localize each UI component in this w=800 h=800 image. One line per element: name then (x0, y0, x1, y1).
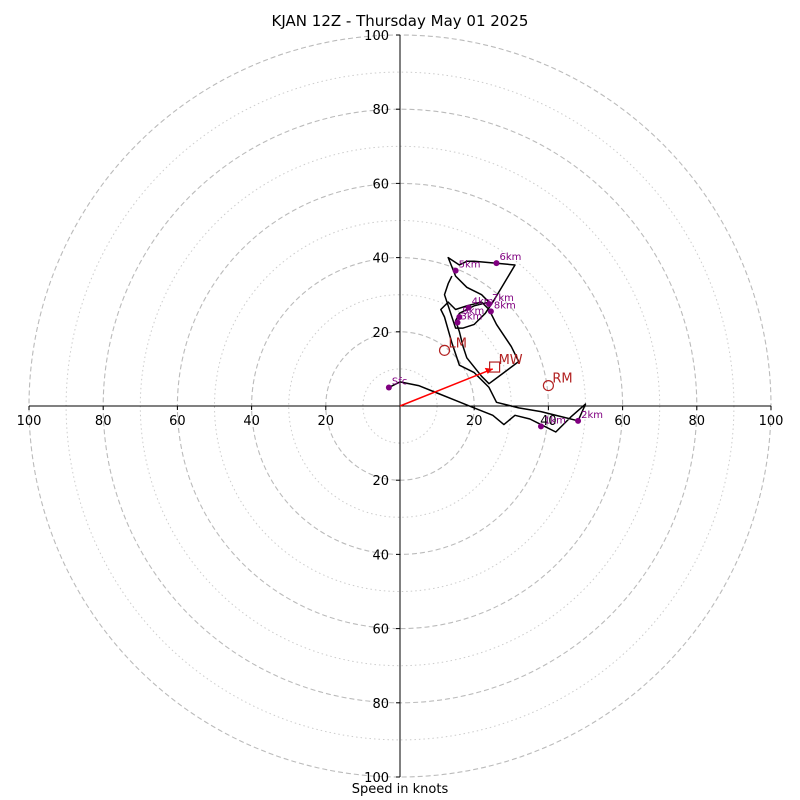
x-tick-label: 100 (759, 414, 784, 429)
height-marker-dot (537, 423, 544, 430)
height-marker-dot (385, 384, 392, 391)
y-tick-label: 60 (372, 623, 389, 638)
mean-wind-marker (489, 361, 501, 373)
height-marker-label: 1km (544, 415, 566, 426)
chart-title: KJAN 12Z - Thursday May 01 2025 (271, 12, 529, 30)
storm-motion-marker (542, 379, 555, 392)
height-marker-label: 9km (462, 306, 484, 317)
x-tick-label: 60 (614, 414, 631, 429)
height-marker-dot (493, 260, 500, 267)
storm-motion-marker (438, 344, 451, 356)
storm-motion-markers: LM RM MW (438, 336, 573, 392)
height-marker-dot (465, 304, 472, 311)
height-marker-label: 3km (461, 312, 483, 323)
x-tick-label: 40 (243, 414, 260, 429)
hodograph-line (388, 256, 587, 433)
x-tick-label: 20 (318, 414, 335, 429)
bunkers-vector (399, 367, 494, 407)
height-marker-label: 4km (472, 297, 494, 308)
height-marker-label: 7km (492, 293, 514, 304)
height-marker-label: 6km (499, 252, 521, 263)
height-marker-label: Sfc (392, 376, 407, 387)
x-tick-label: 20 (466, 414, 483, 429)
height-marker-label: 8km (494, 300, 516, 311)
height-marker-label: 2km (581, 410, 603, 421)
y-tick-label: 20 (372, 474, 389, 489)
mean-wind-vector (399, 368, 494, 407)
y-tick-label: 20 (372, 326, 389, 341)
hodograph-trace (388, 256, 587, 433)
height-marker-label: 5km (459, 260, 481, 271)
height-marker-dot (487, 308, 494, 315)
storm-motion-label: MW (499, 353, 523, 368)
y-tick-label: 80 (372, 103, 389, 118)
storm-motion-label: RM (552, 372, 572, 387)
y-tick-label: 100 (364, 29, 389, 44)
height-marker-dot (454, 319, 461, 326)
storm-motion-label: LM (449, 336, 467, 351)
x-tick-label: 40 (540, 414, 557, 429)
x-tick-label: 80 (95, 414, 112, 429)
x-tick-label: 100 (17, 414, 42, 429)
y-tick-label: 60 (372, 177, 389, 192)
y-tick-label: 80 (372, 697, 389, 712)
vector-arrowhead (484, 367, 493, 374)
height-marker-dot (456, 313, 463, 320)
x-tick-label: 60 (169, 414, 186, 429)
y-tick-label: 40 (372, 252, 389, 267)
x-tick-label: 80 (689, 414, 706, 429)
height-marker-dot (486, 300, 493, 307)
y-tick-label: 40 (372, 548, 389, 563)
x-axis-label: Speed in knots (351, 782, 449, 797)
y-tick-label: 100 (364, 771, 389, 786)
tick-labels: 100 100 80 80 60 60 40 40 20 20 20 20 40 40 60 60 80 80 10… (17, 29, 784, 786)
height-marker-dot (575, 417, 582, 424)
height-marker-dot (452, 267, 459, 274)
